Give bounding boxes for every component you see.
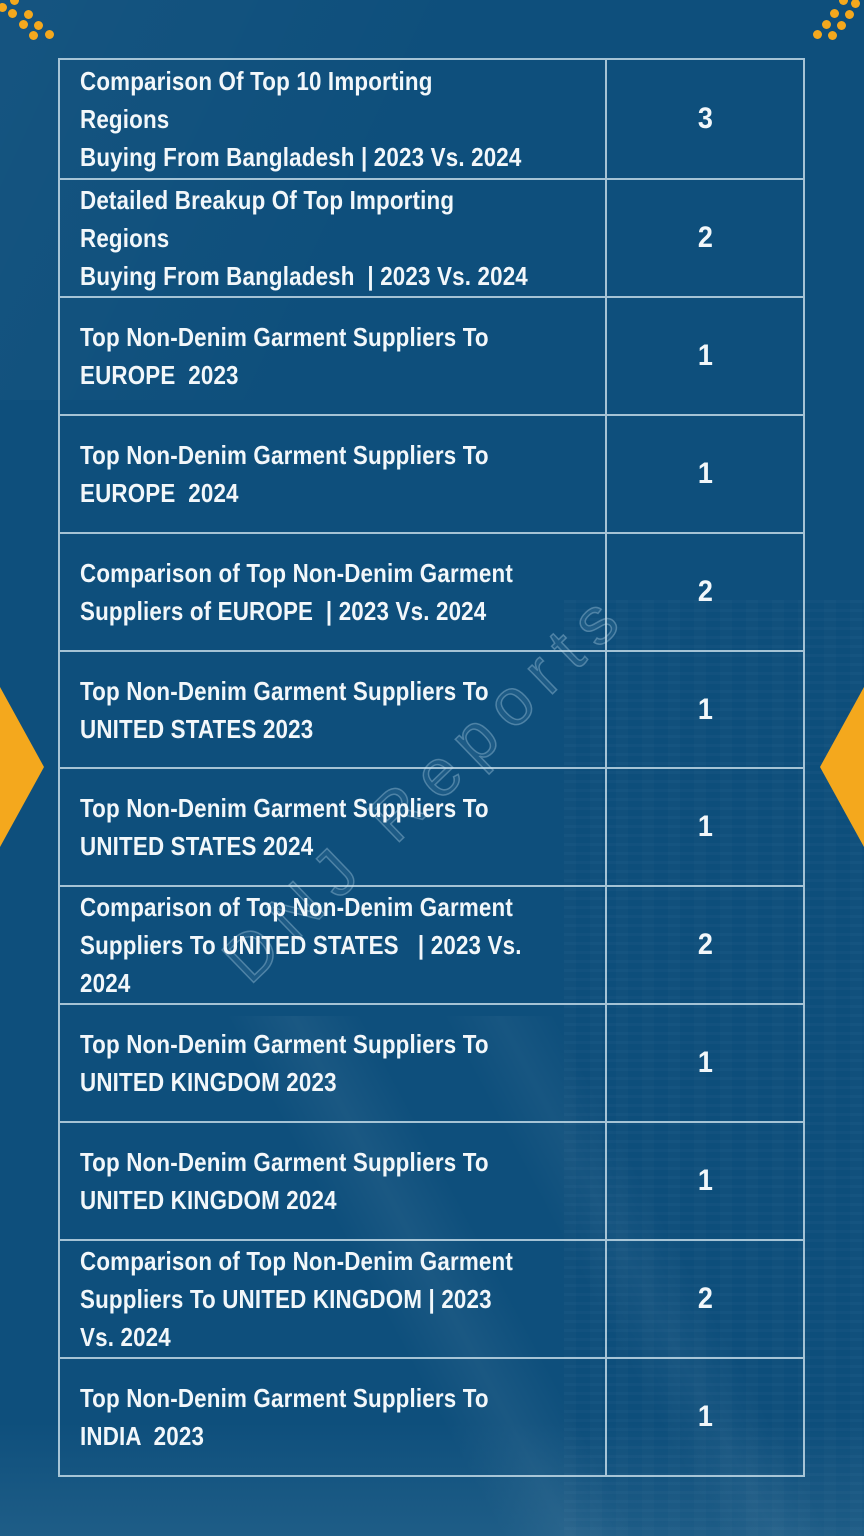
toc-entry-page-number: 1 [697,810,713,844]
table-row: Comparison of Top Non-Denim Garment Supp… [60,531,803,650]
toc-entry-page-number: 2 [697,220,713,254]
toc-entry-page-cell: 1 [605,1005,803,1122]
table-row: Comparison Of Top 10 Importing Regions B… [60,60,803,178]
toc-entry-title-cell: Comparison of Top Non-Denim Garment Supp… [60,1241,605,1357]
toc-entry-title-cell: Comparison of Top Non-Denim Garment Supp… [60,887,605,1003]
toc-table: Comparison Of Top 10 Importing Regions B… [58,58,805,1477]
toc-entry-title: Top Non-Denim Garment Suppliers To EUROP… [80,439,489,508]
toc-entry-title-cell: Top Non-Denim Garment Suppliers To UNITE… [60,769,605,885]
toc-entry-title: Comparison Of Top 10 Importing Regions B… [80,65,522,172]
toc-entry-title-cell: Top Non-Denim Garment Suppliers To EUROP… [60,298,605,414]
toc-entry-page-cell: 1 [605,1359,803,1475]
toc-entry-page-number: 3 [697,101,713,135]
toc-entry-title: Top Non-Denim Garment Suppliers To UNITE… [80,793,489,862]
toc-entry-title: Comparison of Top Non-Denim Garment Supp… [80,557,513,626]
toc-entry-title: Top Non-Denim Garment Suppliers To UNITE… [80,675,489,744]
toc-entry-page-number: 1 [697,338,713,372]
toc-entry-page-cell: 2 [605,533,803,650]
toc-entry-title-cell: Top Non-Denim Garment Suppliers To UNITE… [60,652,605,768]
toc-entry-title: Comparison of Top Non-Denim Garment Supp… [80,1246,513,1353]
toc-entry-title: Comparison of Top Non-Denim Garment Supp… [80,892,522,999]
toc-entry-title-cell: Top Non-Denim Garment Suppliers To UNITE… [60,1005,605,1121]
table-row: Comparison of Top Non-Denim Garment Supp… [60,885,803,1004]
toc-entry-page-cell: 3 [605,60,803,178]
toc-entry-page-cell: 1 [605,297,803,414]
table-row: Top Non-Denim Garment Suppliers To UNITE… [60,1003,803,1122]
toc-entry-page-number: 1 [697,692,713,726]
table-row: Top Non-Denim Garment Suppliers To UNITE… [60,649,803,768]
toc-entry-page-cell: 1 [605,415,803,532]
toc-entry-page-cell: 1 [605,651,803,768]
toc-entry-title: Top Non-Denim Garment Suppliers To INDIA… [80,1383,489,1452]
toc-entry-page-number: 1 [697,456,713,490]
toc-entry-page-number: 1 [697,1164,713,1198]
table-row: Top Non-Denim Garment Suppliers To UNITE… [60,767,803,886]
toc-entry-title-cell: Detailed Breakup Of Top Importing Region… [60,180,605,296]
toc-entry-page-cell: 2 [605,887,803,1004]
toc-entry-page-cell: 2 [605,1241,803,1358]
toc-entry-title-cell: Top Non-Denim Garment Suppliers To INDIA… [60,1359,605,1475]
table-row: Top Non-Denim Garment Suppliers To UNITE… [60,1121,803,1240]
toc-entry-page-cell: 2 [605,179,803,296]
toc-entry-title-cell: Top Non-Denim Garment Suppliers To EUROP… [60,416,605,532]
toc-entry-page-number: 2 [697,928,713,962]
table-row: Top Non-Denim Garment Suppliers To EUROP… [60,413,803,532]
toc-entry-page-number: 2 [697,574,713,608]
toc-entry-title: Top Non-Denim Garment Suppliers To UNITE… [80,1147,489,1216]
toc-entry-title-cell: Comparison of Top Non-Denim Garment Supp… [60,534,605,650]
toc-entry-page-number: 1 [697,1046,713,1080]
right-arrow-decoration [820,687,864,847]
toc-entry-title-cell: Top Non-Denim Garment Suppliers To UNITE… [60,1123,605,1239]
toc-entry-page-cell: 1 [605,1123,803,1240]
toc-entry-page-number: 2 [697,1282,713,1316]
table-row: Top Non-Denim Garment Suppliers To INDIA… [60,1357,803,1475]
toc-entry-title: Top Non-Denim Garment Suppliers To EUROP… [80,321,489,390]
table-row: Top Non-Denim Garment Suppliers To EUROP… [60,295,803,414]
toc-entry-title: Top Non-Denim Garment Suppliers To UNITE… [80,1029,489,1098]
table-row: Detailed Breakup Of Top Importing Region… [60,177,803,296]
table-row: Comparison of Top Non-Denim Garment Supp… [60,1239,803,1358]
left-arrow-decoration [0,687,44,847]
toc-entry-title: Detailed Breakup Of Top Importing Region… [80,184,528,291]
toc-entry-page-cell: 1 [605,769,803,886]
toc-entry-title-cell: Comparison Of Top 10 Importing Regions B… [60,60,605,178]
toc-entry-page-number: 1 [697,1400,713,1434]
